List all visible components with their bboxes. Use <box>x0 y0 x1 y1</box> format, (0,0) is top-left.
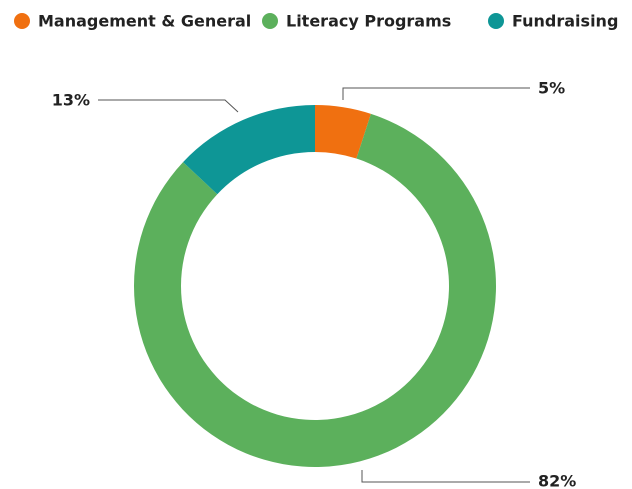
leader-line <box>98 99 239 113</box>
leader-line <box>342 87 530 100</box>
data-label: 5% <box>538 79 565 98</box>
legend-label: Literacy Programs <box>286 12 451 31</box>
legend-swatch <box>488 13 504 29</box>
legend-label: Fundraising <box>512 12 618 31</box>
data-label: 13% <box>52 91 90 110</box>
leader-line <box>361 470 530 483</box>
legend-label: Management & General <box>38 12 251 31</box>
donut-segment <box>183 105 315 195</box>
data-label: 82% <box>538 472 576 489</box>
donut-segment <box>315 105 371 159</box>
legend-swatch <box>14 13 30 29</box>
legend-swatch <box>262 13 278 29</box>
